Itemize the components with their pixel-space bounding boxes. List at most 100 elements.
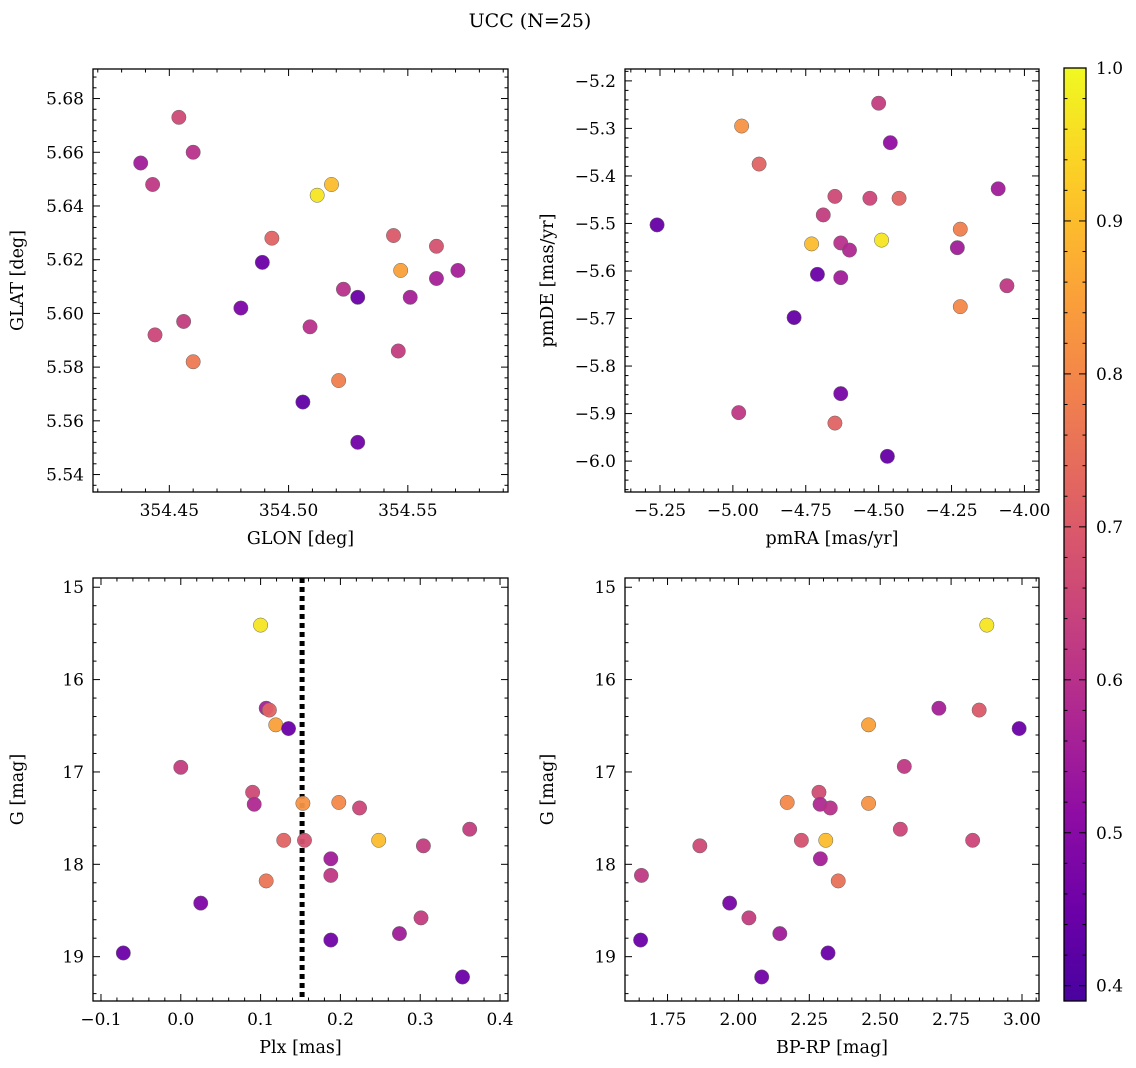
data-point bbox=[649, 217, 665, 233]
data-point bbox=[990, 181, 1006, 197]
axes-frame bbox=[624, 68, 1040, 493]
panel-4: 1.75 2.00 2.25 2.50 2.75 3.00 15 16 17 18 19 BP-RP … bbox=[538, 577, 1041, 1058]
data-point bbox=[386, 228, 401, 243]
x-tick-label: −0.1 bbox=[80, 1010, 121, 1030]
data-point bbox=[871, 95, 887, 111]
data-point bbox=[734, 118, 750, 134]
data-point bbox=[633, 867, 649, 883]
data-point bbox=[833, 386, 849, 402]
data-point bbox=[455, 969, 470, 985]
y-tick-label: −5.5 bbox=[575, 214, 616, 234]
y-tick-label: 5.64 bbox=[46, 197, 84, 217]
y-tick-label: 15 bbox=[62, 578, 84, 598]
data-point bbox=[371, 832, 387, 848]
data-point bbox=[786, 310, 802, 326]
y-axis-label: G [mag] bbox=[8, 754, 28, 825]
y-tick-label: 5.54 bbox=[46, 466, 84, 486]
data-point bbox=[882, 135, 898, 151]
colorbar-tick-label: 0.5 bbox=[1096, 824, 1123, 844]
data-point bbox=[428, 238, 444, 254]
scatter-points bbox=[633, 617, 1027, 985]
data-point bbox=[393, 262, 409, 278]
y-tick-label: 5.56 bbox=[46, 412, 84, 432]
x-tick-label: 354.55 bbox=[378, 501, 437, 521]
y-tick-label: 19 bbox=[594, 948, 616, 968]
ticks bbox=[93, 69, 508, 492]
panel-1: 354.45 354.50 354.55 5.54 5.56 5.58 5.60 5.62 5.… bbox=[8, 68, 509, 549]
y-axis-label: pmDE [mas/yr] bbox=[538, 214, 558, 348]
y-tick-label: 5.62 bbox=[46, 251, 84, 271]
data-point bbox=[931, 700, 947, 716]
x-tick-label: −5.00 bbox=[707, 501, 759, 521]
data-point bbox=[331, 373, 347, 388]
data-point bbox=[971, 702, 987, 718]
x-tick-label: 2.75 bbox=[932, 1010, 970, 1030]
data-point bbox=[1011, 721, 1027, 736]
data-point bbox=[952, 221, 968, 237]
data-point bbox=[812, 851, 828, 867]
y-tick-label: 18 bbox=[594, 855, 616, 875]
data-point bbox=[115, 945, 131, 961]
data-point bbox=[450, 262, 466, 278]
data-point bbox=[879, 448, 895, 464]
x-tick-label: 1.75 bbox=[649, 1010, 687, 1030]
data-point bbox=[323, 867, 339, 883]
data-point bbox=[842, 242, 857, 258]
data-point bbox=[874, 232, 890, 248]
data-point bbox=[261, 702, 277, 718]
data-point bbox=[692, 838, 708, 854]
data-point bbox=[295, 394, 311, 410]
data-point bbox=[133, 155, 149, 171]
data-point bbox=[309, 187, 325, 203]
data-point bbox=[233, 300, 249, 316]
data-point bbox=[822, 800, 838, 816]
x-tick-label: 0.1 bbox=[247, 1010, 274, 1030]
ticks bbox=[624, 578, 1039, 1001]
data-point bbox=[891, 190, 907, 206]
panel-2: −5.25 −5.00 −4.75 −4.50 −4.25 −4.00 −6.0 −5.9 −5… bbox=[538, 68, 1050, 549]
data-point bbox=[820, 945, 836, 961]
x-tick-label: 354.45 bbox=[140, 501, 199, 521]
data-point bbox=[268, 717, 284, 733]
data-point bbox=[331, 794, 347, 810]
colorbar-tick-label: 0.7 bbox=[1096, 518, 1123, 538]
data-point bbox=[772, 926, 788, 942]
data-point bbox=[390, 343, 406, 359]
data-point bbox=[861, 795, 877, 811]
data-point bbox=[804, 236, 820, 252]
data-point bbox=[253, 617, 269, 633]
axes-frame bbox=[624, 577, 1040, 1002]
x-tick-label: −4.25 bbox=[925, 501, 977, 521]
data-point bbox=[323, 851, 339, 867]
data-point bbox=[302, 319, 318, 335]
data-point bbox=[949, 240, 965, 256]
data-point bbox=[633, 932, 649, 948]
data-point bbox=[173, 759, 189, 775]
data-point bbox=[350, 289, 366, 305]
data-point bbox=[896, 758, 912, 774]
colorbar-frame bbox=[1063, 67, 1087, 1002]
y-tick-label: −5.6 bbox=[575, 262, 616, 282]
data-point bbox=[193, 895, 209, 911]
data-point bbox=[862, 190, 878, 206]
data-point bbox=[258, 873, 274, 889]
y-tick-label: 15 bbox=[594, 578, 616, 598]
y-tick-label: 16 bbox=[62, 671, 84, 691]
data-point bbox=[254, 254, 270, 270]
x-axis-label: BP-RP [mag] bbox=[776, 1038, 888, 1058]
x-tick-label: −4.50 bbox=[853, 501, 905, 521]
x-axis-label: Plx [mas] bbox=[259, 1038, 341, 1058]
data-point bbox=[324, 177, 339, 192]
data-point bbox=[145, 177, 161, 192]
y-tick-label: 17 bbox=[594, 763, 616, 783]
x-tick-label: −4.00 bbox=[998, 501, 1050, 521]
data-point bbox=[754, 969, 770, 985]
y-tick-label: 17 bbox=[62, 763, 84, 783]
y-tick-label: −5.8 bbox=[575, 357, 616, 377]
data-point bbox=[731, 405, 747, 421]
data-point bbox=[815, 207, 831, 223]
panels-group: 354.45 354.50 354.55 5.54 5.56 5.58 5.60 5.62 5.… bbox=[8, 68, 1050, 1058]
axes-frame bbox=[92, 68, 509, 493]
data-point bbox=[176, 314, 192, 329]
